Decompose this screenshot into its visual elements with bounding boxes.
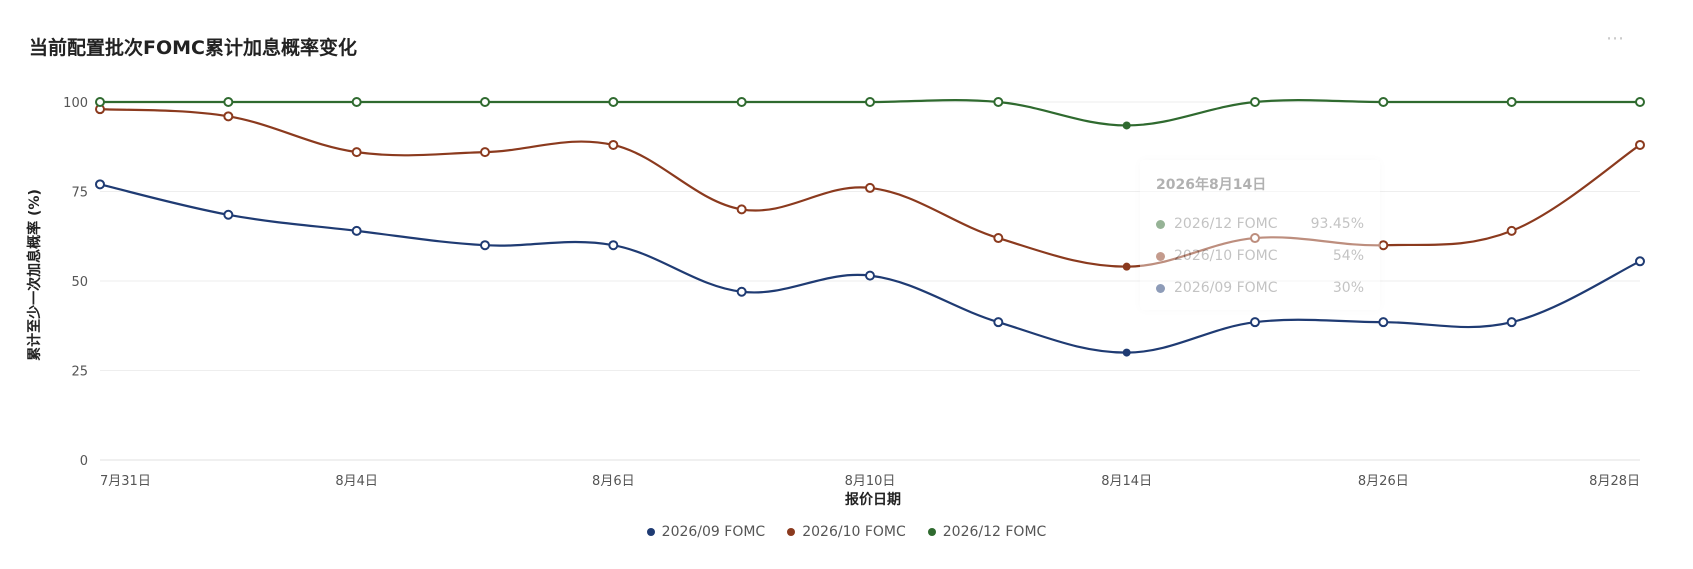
- data-point[interactable]: [608, 97, 619, 107]
- legend-dot-icon: [927, 528, 936, 536]
- series-points: [95, 97, 1645, 357]
- data-point[interactable]: [480, 240, 490, 251]
- data-point[interactable]: [351, 147, 362, 158]
- data-point-active[interactable]: [1122, 348, 1131, 357]
- legend-label: 2026/12 FOMC: [942, 524, 1047, 540]
- x-axis-title: 报价日期: [845, 492, 901, 508]
- x-tick-label: 7月31日: [100, 474, 151, 489]
- tooltip-series-value: 54%: [1332, 248, 1364, 264]
- data-point[interactable]: [865, 182, 875, 193]
- tooltip-date: 2026年8月14日: [1156, 177, 1267, 193]
- data-point[interactable]: [736, 204, 747, 215]
- legend-dot-icon: [646, 528, 655, 536]
- data-point[interactable]: [223, 209, 234, 220]
- data-point[interactable]: [993, 233, 1004, 244]
- data-point[interactable]: [95, 97, 105, 107]
- series-lines: [99, 99, 1641, 354]
- legend-label: 2026/09 FOMC: [661, 524, 766, 540]
- data-point[interactable]: [1506, 225, 1517, 236]
- tooltip-row: 2026/10 FOMC 54%: [1156, 240, 1364, 272]
- tooltip-row: 2026/09 FOMC 30%: [1156, 272, 1364, 304]
- tooltip-series-value: 93.45%: [1310, 216, 1364, 232]
- data-point[interactable]: [993, 97, 1004, 107]
- data-point[interactable]: [1635, 97, 1645, 107]
- tooltip-row: 2026/12 FOMC 93.45%: [1156, 208, 1364, 240]
- tooltip: 2026年8月14日 2026/12 FOMC 93.45% 2026/10 FOM…: [1140, 160, 1380, 310]
- legend-dot-icon: [787, 528, 796, 536]
- data-point[interactable]: [95, 179, 105, 190]
- y-tick-label: 100: [63, 96, 88, 111]
- data-point[interactable]: [608, 139, 619, 150]
- data-point[interactable]: [1250, 233, 1260, 244]
- data-point[interactable]: [351, 97, 362, 107]
- legend-label: 2026/10 FOMC: [802, 524, 906, 540]
- data-point[interactable]: [1506, 317, 1517, 328]
- y-tick-label: 25: [71, 365, 88, 380]
- x-tick-label: 8月28日: [1589, 474, 1640, 489]
- data-point[interactable]: [1250, 97, 1260, 107]
- tooltip-dot-icon: [1156, 251, 1165, 261]
- y-tick-label: 50: [71, 275, 88, 290]
- tooltip-dot-icon: [1156, 219, 1165, 229]
- tooltip-series-name: 2026/12 FOMC: [1174, 216, 1278, 232]
- ellipsis-icon[interactable]: ⋯: [1606, 28, 1625, 49]
- y-tick-labels: 0 25 50 75 100: [63, 96, 88, 469]
- data-point-active[interactable]: [1122, 262, 1131, 271]
- series-line: [99, 183, 1641, 354]
- data-point[interactable]: [351, 225, 362, 236]
- tooltip-series-name: 2026/10 FOMC: [1174, 248, 1278, 264]
- tooltip-series-value: 30%: [1332, 280, 1364, 296]
- data-point[interactable]: [1378, 240, 1389, 251]
- grid-lines: [100, 101, 1640, 461]
- data-point[interactable]: [608, 240, 619, 251]
- legend-item[interactable]: 2026/09 FOMC: [646, 524, 766, 540]
- y-tick-label: 0: [80, 454, 88, 469]
- data-point[interactable]: [993, 317, 1004, 328]
- tooltip-dot-icon: [1156, 283, 1165, 293]
- x-tick-label: 8月4日: [335, 474, 378, 489]
- x-tick-labels: 7月31日 8月4日 8月6日 8月10日 8月14日 8月26日 8月28日: [100, 474, 1640, 489]
- x-tick-label: 8月6日: [592, 474, 635, 489]
- data-point[interactable]: [480, 147, 490, 158]
- data-point[interactable]: [1250, 317, 1260, 328]
- data-point[interactable]: [865, 270, 875, 281]
- data-point[interactable]: [223, 97, 234, 107]
- chart-title: 当前配置批次FOMC累计加息概率变化: [29, 37, 357, 59]
- data-point[interactable]: [1378, 97, 1389, 107]
- y-axis-title: 累计至少一次加息概率 (%): [26, 189, 43, 361]
- data-point[interactable]: [1635, 139, 1645, 150]
- data-point[interactable]: [736, 97, 747, 107]
- x-tick-label: 8月14日: [1101, 474, 1152, 489]
- legend-item[interactable]: 2026/10 FOMC: [787, 524, 906, 540]
- y-tick-label: 75: [71, 186, 88, 201]
- data-point[interactable]: [865, 97, 875, 107]
- data-point[interactable]: [1635, 256, 1645, 267]
- legend-item[interactable]: 2026/12 FOMC: [927, 524, 1047, 540]
- data-point[interactable]: [736, 286, 747, 297]
- x-tick-label: 8月26日: [1358, 474, 1409, 489]
- legend: 2026/09 FOMC 2026/10 FOMC 2026/12 FOMC: [0, 524, 1693, 540]
- tooltip-series-name: 2026/09 FOMC: [1174, 280, 1278, 296]
- data-point[interactable]: [480, 97, 490, 107]
- x-tick-label: 8月10日: [845, 474, 896, 489]
- data-point[interactable]: [1378, 317, 1389, 328]
- data-point[interactable]: [1506, 97, 1517, 107]
- data-point[interactable]: [223, 111, 234, 122]
- data-point-active[interactable]: [1122, 121, 1131, 130]
